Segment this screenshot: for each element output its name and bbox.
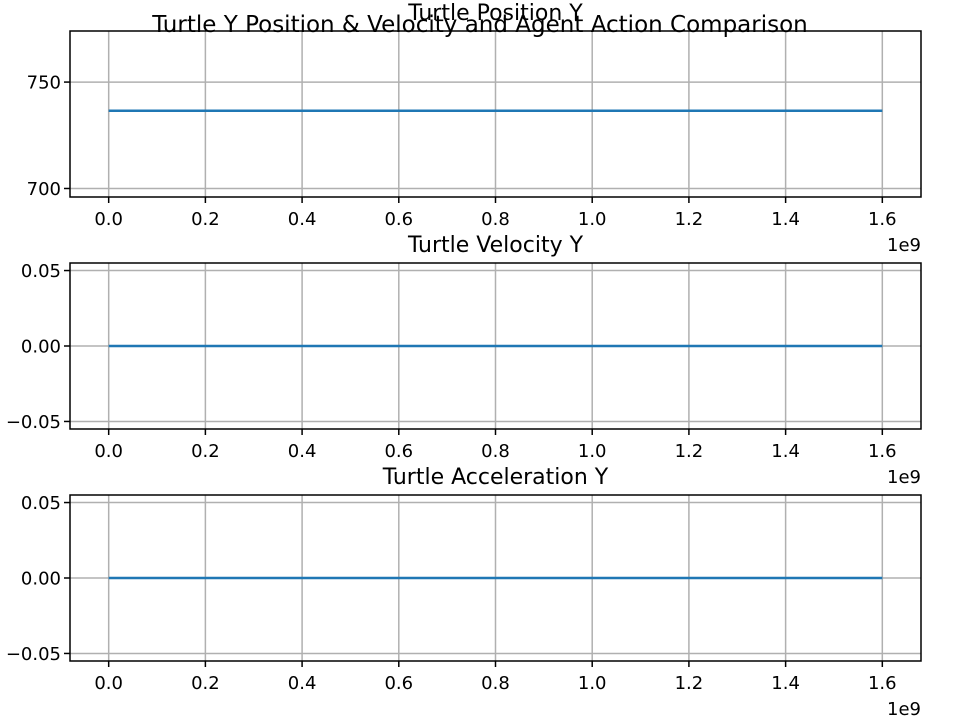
x-tick-label-1: 0.2	[191, 441, 220, 462]
subplot-1: 0.0 0.2 0.4 0.6 0.8 1.0 1.2 1.4 1.6 700 750 1e9 Turt…	[27, 1, 922, 256]
x-tick-label-4: 0.8	[481, 673, 510, 694]
y-tick-label-0: −0.05	[6, 644, 61, 665]
x-tick-label-8: 1.6	[868, 673, 897, 694]
subplot-title: Turtle Velocity Y	[407, 233, 584, 258]
x-tick-label-7: 1.4	[771, 209, 800, 230]
x-tick-label-0: 0.0	[94, 673, 123, 694]
x-tick-label-3: 0.6	[384, 209, 413, 230]
x-tick-label-7: 1.4	[771, 673, 800, 694]
x-tick-label-5: 1.0	[578, 209, 607, 230]
subplot-2: 0.0 0.2 0.4 0.6 0.8 1.0 1.2 1.4 1.6 −0.05 0.00 0.05…	[6, 233, 922, 488]
x-tick-label-1: 0.2	[191, 209, 220, 230]
x-tick-label-0: 0.0	[94, 209, 123, 230]
x-tick-label-5: 1.0	[578, 441, 607, 462]
x-tick-label-6: 1.2	[675, 673, 704, 694]
subplots: 0.0 0.2 0.4 0.6 0.8 1.0 1.2 1.4 1.6 700 750 1e9 Turt…	[6, 1, 922, 720]
y-tick-label-2: 0.05	[21, 261, 61, 282]
x-tick-label-3: 0.6	[384, 673, 413, 694]
x-tick-label-7: 1.4	[771, 441, 800, 462]
y-tick-label-0: 700	[27, 179, 61, 200]
x-tick-label-6: 1.2	[675, 209, 704, 230]
x-tick-label-1: 0.2	[191, 673, 220, 694]
x-tick-label-3: 0.6	[384, 441, 413, 462]
subplot-title: Turtle Position Y	[407, 1, 583, 26]
subplot-3: 0.0 0.2 0.4 0.6 0.8 1.0 1.2 1.4 1.6 −0.05 0.00 0.05…	[6, 465, 922, 720]
x-tick-label-4: 0.8	[481, 441, 510, 462]
x-tick-label-4: 0.8	[481, 209, 510, 230]
x-offset-label: 1e9	[887, 699, 921, 720]
x-tick-label-8: 1.6	[868, 441, 897, 462]
figure-suptitle: Turtle Y Position & Velocity and Agent A…	[151, 12, 808, 38]
y-tick-label-1: 0.00	[21, 569, 61, 590]
x-tick-label-5: 1.0	[578, 673, 607, 694]
x-tick-label-6: 1.2	[675, 441, 704, 462]
y-tick-label-2: 0.05	[21, 493, 61, 514]
x-offset-label: 1e9	[887, 467, 921, 488]
x-tick-label-2: 0.4	[288, 209, 317, 230]
x-tick-label-2: 0.4	[288, 673, 317, 694]
x-tick-label-0: 0.0	[94, 441, 123, 462]
x-offset-label: 1e9	[887, 235, 921, 256]
subplot-title: Turtle Acceleration Y	[382, 465, 609, 490]
y-tick-label-0: −0.05	[6, 412, 61, 433]
x-tick-label-8: 1.6	[868, 209, 897, 230]
x-tick-label-2: 0.4	[288, 441, 317, 462]
y-tick-label-1: 0.00	[21, 337, 61, 358]
y-tick-label-1: 750	[27, 73, 61, 94]
